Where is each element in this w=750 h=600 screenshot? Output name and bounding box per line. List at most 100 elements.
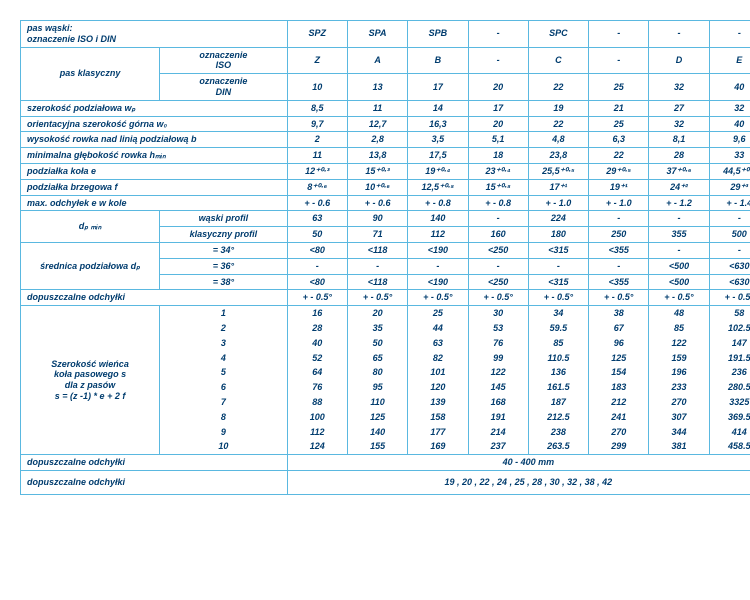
wieniec-4-5: 154 bbox=[589, 365, 649, 380]
cell-2-2: 3,5 bbox=[408, 132, 468, 148]
tol1-label: dopuszczalne odchyłki bbox=[21, 290, 288, 306]
t1-0: + - 0.5° bbox=[287, 290, 347, 306]
wieniec-idx-3: 3 bbox=[160, 336, 288, 351]
wieniec-9-1: 155 bbox=[347, 439, 407, 454]
cell-2-7: 9,6 bbox=[709, 132, 750, 148]
wieniec-8-2: 177 bbox=[408, 425, 468, 440]
wieniec-4-4: 136 bbox=[528, 365, 588, 380]
cell-4-2: 19⁺⁰·⁴ bbox=[408, 163, 468, 179]
cell-3-2: 17,5 bbox=[408, 148, 468, 164]
wieniec-2-0: 40 bbox=[287, 336, 347, 351]
wieniec-3-1: 65 bbox=[347, 351, 407, 366]
dpmin-label: dₚ ₘᵢₙ bbox=[21, 211, 160, 243]
wieniec-4-1: 80 bbox=[347, 365, 407, 380]
wieniec-3-6: 159 bbox=[649, 351, 709, 366]
wieniec-7-5: 241 bbox=[589, 410, 649, 425]
wieniec-7-7: 369.5 bbox=[709, 410, 750, 425]
wieniec-6-2: 139 bbox=[408, 395, 468, 410]
cell-6-7: + - 1.4 bbox=[709, 195, 750, 211]
wieniec-0-3: 30 bbox=[468, 306, 528, 321]
cell-2-1: 2,8 bbox=[347, 132, 407, 148]
wieniec-1-1: 35 bbox=[347, 321, 407, 336]
row-label-3: minimalna głębokość rowka hₘᵢₙ bbox=[21, 148, 288, 164]
tol2-label: dopuszczalne odchyłki bbox=[21, 455, 288, 471]
wieniec-5-5: 183 bbox=[589, 380, 649, 395]
dp-36-lbl: = 36° bbox=[160, 258, 288, 274]
c-iso-1: A bbox=[347, 47, 407, 74]
cell-6-2: + - 0.8 bbox=[408, 195, 468, 211]
cell-1-4: 22 bbox=[528, 116, 588, 132]
t1-7: + - 0.5° bbox=[709, 290, 750, 306]
cell-4-0: 12⁺⁰·³ bbox=[287, 163, 347, 179]
wieniec-5-3: 145 bbox=[468, 380, 528, 395]
a36-6: <500 bbox=[649, 258, 709, 274]
wieniec-8-4: 238 bbox=[528, 425, 588, 440]
cell-5-6: 24⁺² bbox=[649, 179, 709, 195]
t1-4: + - 0.5° bbox=[528, 290, 588, 306]
hdr-narrow: pas wąski: oznaczenie ISO i DIN bbox=[21, 21, 288, 48]
cell-0-1: 11 bbox=[347, 100, 407, 116]
c-iso-0: Z bbox=[287, 47, 347, 74]
tol3-val: 19 , 20 , 22 , 24 , 25 , 28 , 30 , 32 , … bbox=[287, 470, 750, 494]
a38-4: <315 bbox=[528, 274, 588, 290]
dpmin-w7: - bbox=[709, 211, 750, 227]
a34-5: <355 bbox=[589, 242, 649, 258]
wieniec-4-2: 101 bbox=[408, 365, 468, 380]
wieniec-5-4: 161.5 bbox=[528, 380, 588, 395]
cell-4-5: 29⁺⁰·⁵ bbox=[589, 163, 649, 179]
wieniec-6-6: 270 bbox=[649, 395, 709, 410]
t1-3: + - 0.5° bbox=[468, 290, 528, 306]
a34-6: - bbox=[649, 242, 709, 258]
c-iso-7: E bbox=[709, 47, 750, 74]
cell-5-0: 8⁺⁰·⁶ bbox=[287, 179, 347, 195]
wieniec-2-6: 122 bbox=[649, 336, 709, 351]
wieniec-0-0: 16 bbox=[287, 306, 347, 321]
col-spc: SPC bbox=[528, 21, 588, 48]
wieniec-3-2: 82 bbox=[408, 351, 468, 366]
wieniec-9-0: 124 bbox=[287, 439, 347, 454]
wieniec-idx-10: 10 bbox=[160, 439, 288, 454]
wieniec-4-0: 64 bbox=[287, 365, 347, 380]
dpmin-k1: 71 bbox=[347, 227, 407, 243]
wieniec-9-4: 263.5 bbox=[528, 439, 588, 454]
wieniec-2-3: 76 bbox=[468, 336, 528, 351]
c-din-6: 32 bbox=[649, 74, 709, 101]
wieniec-3-0: 52 bbox=[287, 351, 347, 366]
cell-2-4: 4,8 bbox=[528, 132, 588, 148]
cell-3-4: 23,8 bbox=[528, 148, 588, 164]
hdr-iso: oznaczenie ISO bbox=[160, 47, 288, 74]
a36-3: - bbox=[468, 258, 528, 274]
wieniec-6-0: 88 bbox=[287, 395, 347, 410]
wieniec-idx-8: 8 bbox=[160, 410, 288, 425]
dpmin-k3: 160 bbox=[468, 227, 528, 243]
c-din-1: 13 bbox=[347, 74, 407, 101]
cell-6-1: + - 0.6 bbox=[347, 195, 407, 211]
wieniec-0-7: 58 bbox=[709, 306, 750, 321]
a38-1: <118 bbox=[347, 274, 407, 290]
wieniec-1-0: 28 bbox=[287, 321, 347, 336]
cell-2-6: 8,1 bbox=[649, 132, 709, 148]
row-label-6: max. odchyłek e w kole bbox=[21, 195, 288, 211]
wieniec-idx-5: 5 bbox=[160, 365, 288, 380]
wieniec-5-0: 76 bbox=[287, 380, 347, 395]
cell-3-6: 28 bbox=[649, 148, 709, 164]
a38-5: <355 bbox=[589, 274, 649, 290]
wieniec-6-5: 212 bbox=[589, 395, 649, 410]
cell-4-3: 23⁺⁰·⁴ bbox=[468, 163, 528, 179]
dpmin-w6: - bbox=[649, 211, 709, 227]
wieniec-0-4: 34 bbox=[528, 306, 588, 321]
row-label-2: wysokość rowka nad linią podziałową b bbox=[21, 132, 288, 148]
row-label-4: podziałka koła e bbox=[21, 163, 288, 179]
belt-table: pas wąski: oznaczenie ISO i DIN SPZ SPA … bbox=[20, 20, 750, 495]
wieniec-7-4: 212.5 bbox=[528, 410, 588, 425]
cell-2-0: 2 bbox=[287, 132, 347, 148]
dpmin-w5: - bbox=[589, 211, 649, 227]
col-spa: SPA bbox=[347, 21, 407, 48]
cell-1-1: 12,7 bbox=[347, 116, 407, 132]
cell-4-4: 25,5⁺⁰·⁵ bbox=[528, 163, 588, 179]
a34-3: <250 bbox=[468, 242, 528, 258]
a36-0: - bbox=[287, 258, 347, 274]
wieniec-8-1: 140 bbox=[347, 425, 407, 440]
wieniec-idx-6: 6 bbox=[160, 380, 288, 395]
cell-3-3: 18 bbox=[468, 148, 528, 164]
